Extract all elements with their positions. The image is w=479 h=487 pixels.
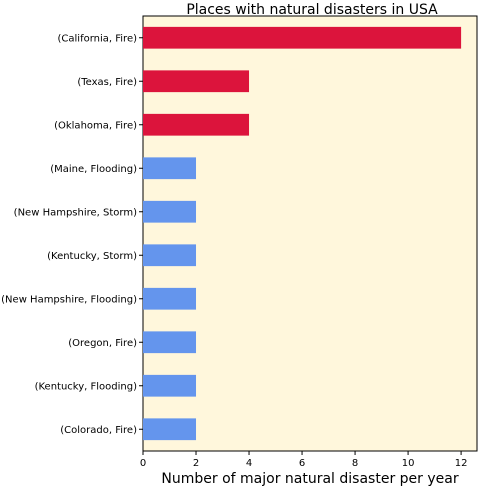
bar <box>143 70 250 93</box>
bar <box>143 287 197 310</box>
y-tick-label: (Oregon, Fire) <box>68 338 137 349</box>
chart-title: Places with natural disasters in USA <box>186 2 438 18</box>
y-tick-label: (New Hampshire, Flooding) <box>1 294 137 305</box>
y-tick-label: (Texas, Fire) <box>77 77 137 88</box>
bar <box>143 244 197 267</box>
y-tick-label: (New Hampshire, Storm) <box>14 207 137 218</box>
bar <box>143 374 197 397</box>
bars <box>143 26 462 441</box>
x-axis-ticks: 0 2 4 6 8 10 12 <box>140 451 468 469</box>
bar <box>143 418 197 441</box>
x-tick-label: 8 <box>352 458 358 469</box>
x-tick-label: 6 <box>299 458 305 469</box>
bar <box>143 113 250 136</box>
x-tick-label: 4 <box>246 458 252 469</box>
x-tick-label: 12 <box>455 458 468 469</box>
x-tick-label: 0 <box>140 458 146 469</box>
x-axis-label: Number of major natural disaster per yea… <box>161 471 458 487</box>
bar <box>143 157 197 180</box>
y-tick-label: (Kentucky, Flooding) <box>35 381 137 392</box>
y-tick-label: (Oklahoma, Fire) <box>54 120 137 131</box>
bar <box>143 331 197 354</box>
y-tick-label: (Maine, Flooding) <box>50 164 137 175</box>
y-tick-label: (California, Fire) <box>58 33 138 44</box>
y-tick-label: (Kentucky, Storm) <box>47 251 137 262</box>
x-tick-label: 2 <box>193 458 199 469</box>
bar <box>143 26 462 49</box>
y-tick-label: (Colorado, Fire) <box>60 425 137 436</box>
bar <box>143 200 197 223</box>
x-tick-label: 10 <box>402 458 415 469</box>
y-axis-ticks: (California, Fire) (Texas, Fire) (Oklahoma… <box>1 33 143 436</box>
